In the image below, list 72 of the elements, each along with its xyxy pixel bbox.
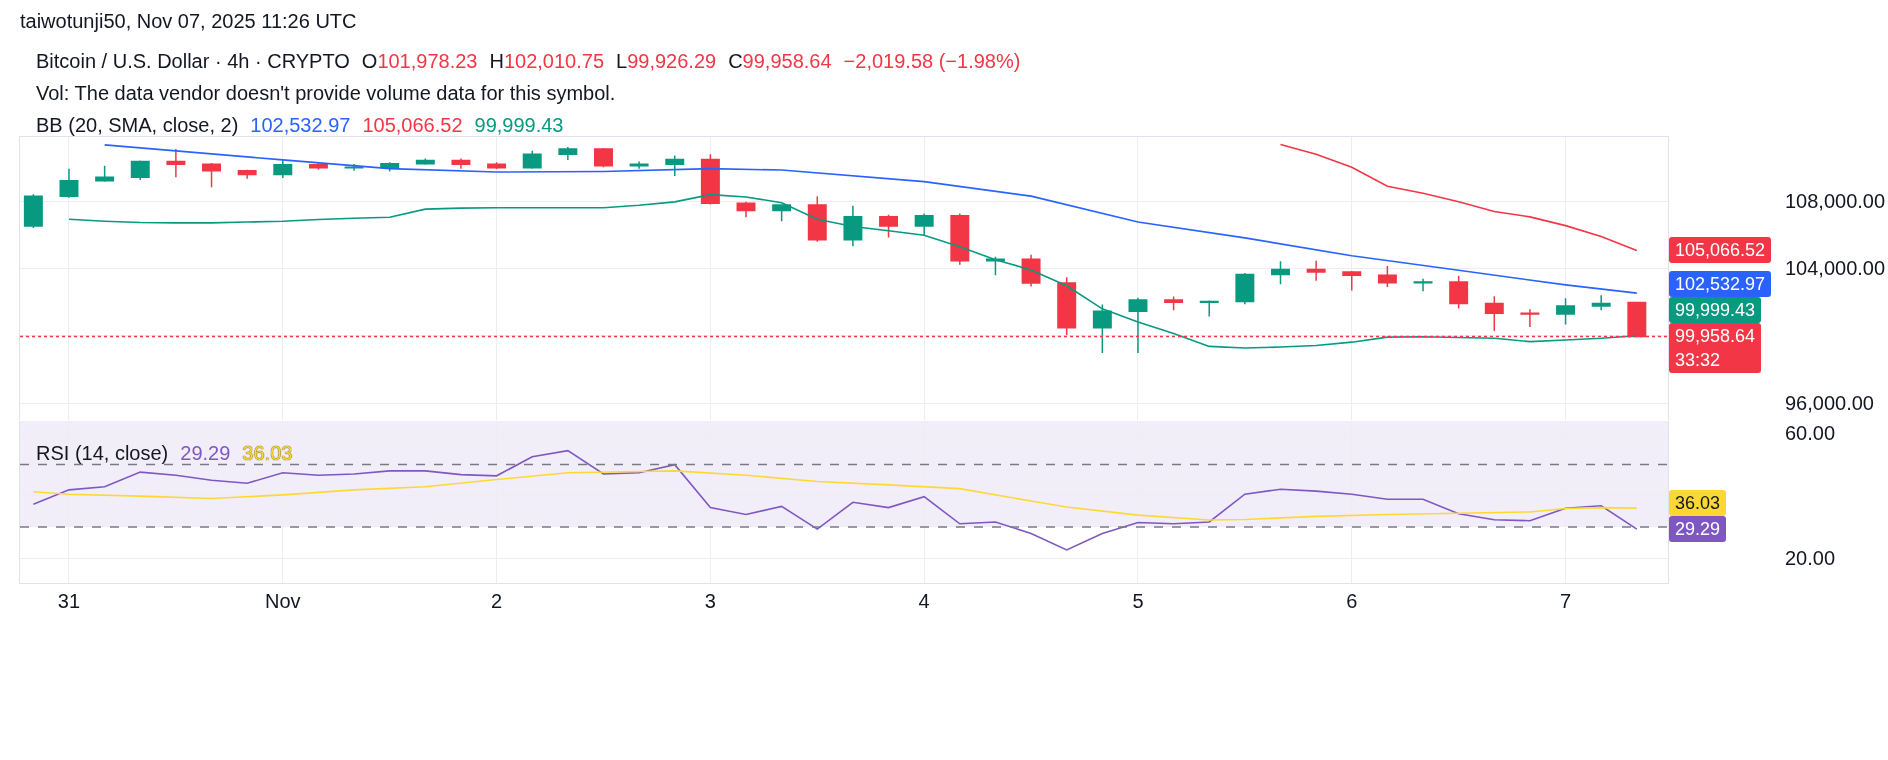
candlestick	[166, 148, 186, 179]
candlestick	[1449, 275, 1469, 310]
candlestick	[1484, 295, 1504, 332]
candlestick	[843, 204, 863, 247]
candlestick	[700, 153, 720, 206]
text: 102,532.97	[250, 113, 351, 137]
x-tick-label: 2	[491, 590, 503, 612]
annotation: RSI (14, close)	[36, 441, 169, 465]
ref-line-label: 99,958.64 33:32	[1669, 323, 1762, 374]
candlestick	[1377, 265, 1397, 288]
candlestick	[308, 161, 328, 171]
line-series	[68, 193, 1638, 349]
candlestick	[237, 169, 257, 180]
text: H102,010.75	[489, 49, 605, 73]
annotation: 36.03	[1669, 490, 1727, 517]
chart-title: taiwotunji50, Nov 07, 2025 11:26 UTC	[20, 10, 357, 33]
candlestick	[273, 159, 293, 179]
candlestick	[415, 157, 435, 166]
x-tick-label: 31	[57, 590, 81, 612]
candlestick	[59, 167, 79, 199]
candlestick	[1164, 295, 1184, 312]
text: L99,926.29	[616, 49, 717, 73]
candlestick	[1342, 270, 1362, 292]
candlestick	[1591, 294, 1611, 311]
candlestick	[558, 146, 578, 161]
candlestick	[130, 159, 150, 181]
x-tick-label: Nov	[265, 590, 301, 612]
y-tick-label: 20.00	[1785, 547, 1836, 570]
candlestick	[1306, 259, 1326, 282]
annotation: 36.03	[242, 441, 293, 465]
line-series	[103, 144, 1638, 294]
candlestick	[23, 193, 43, 229]
y-tick-label: 96,000.00	[1785, 392, 1874, 415]
x-tick-label: 3	[704, 590, 716, 612]
text: O101,978.23	[361, 49, 478, 73]
annotation: 99,999.43	[1669, 297, 1762, 324]
x-tick-label: 5	[1132, 590, 1144, 612]
line-series	[32, 470, 1638, 521]
candlestick	[879, 214, 899, 239]
annotation: 102,532.97	[1669, 271, 1772, 298]
candlestick	[522, 149, 542, 170]
line-series	[1279, 143, 1638, 252]
candlestick	[1021, 254, 1041, 288]
text: −2,019.58 (−1.98%)	[843, 49, 1021, 73]
candlestick	[1556, 297, 1576, 326]
candlestick	[594, 147, 613, 169]
annotation: 29.29	[1669, 516, 1727, 543]
candlestick	[629, 160, 649, 170]
text: 105,066.52	[362, 113, 463, 137]
y-tick-label: 104,000.00	[1785, 257, 1886, 280]
x-tick-label: 7	[1560, 590, 1572, 612]
text: Vol: The data vendor doesn't provide volume data for this symbol.	[36, 81, 616, 105]
candlestick	[950, 212, 970, 266]
candlestick	[1199, 299, 1219, 318]
candlestick	[665, 154, 685, 177]
candlestick	[807, 195, 827, 243]
annotation: 29.29	[180, 441, 231, 465]
candlestick	[914, 212, 934, 237]
candlestick	[1235, 272, 1255, 306]
text: 99,999.43	[474, 113, 564, 137]
x-tick-label: 6	[1346, 590, 1358, 612]
text: C99,958.64	[728, 49, 832, 73]
candlestick	[1413, 277, 1433, 293]
y-tick-label: 60.00	[1785, 422, 1836, 445]
text: BB (20, SMA, close, 2)	[36, 113, 239, 137]
text: Bitcoin / U.S. Dollar · 4h · CRYPTO	[36, 49, 350, 73]
annotation: 105,066.52	[1669, 237, 1772, 264]
candlestick	[1520, 308, 1540, 328]
candlestick	[95, 165, 115, 183]
y-tick-label: 108,000.00	[1785, 190, 1886, 213]
candlestick	[451, 157, 471, 170]
x-tick-label: 4	[918, 590, 930, 612]
